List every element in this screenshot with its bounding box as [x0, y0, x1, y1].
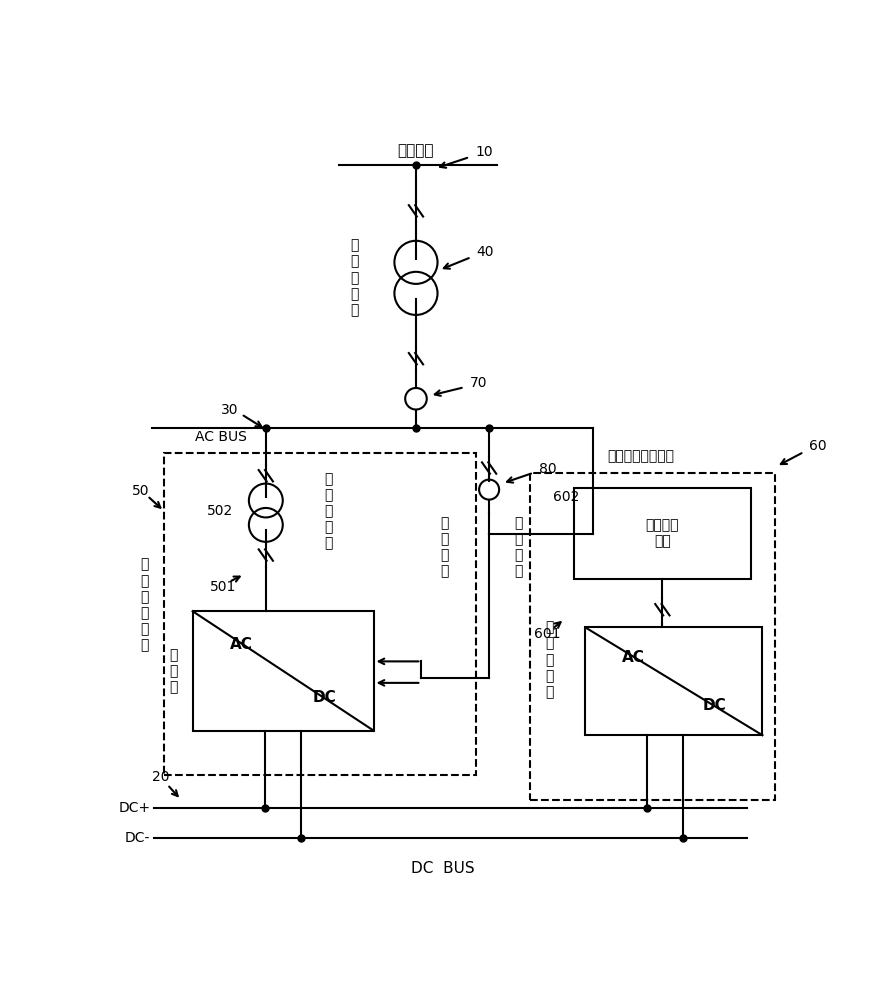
Text: 60: 60	[809, 439, 827, 453]
Text: 双
向
变
流
器: 双 向 变 流 器	[545, 620, 553, 699]
Text: AC BUS: AC BUS	[195, 430, 246, 444]
Text: 601: 601	[533, 627, 560, 641]
Text: DC  BUS: DC BUS	[411, 861, 474, 876]
Text: 30: 30	[221, 403, 239, 417]
Text: 502: 502	[206, 504, 232, 518]
Text: 602: 602	[553, 490, 580, 504]
Text: AC: AC	[622, 650, 645, 665]
Text: DC+: DC+	[118, 801, 150, 815]
Text: 70: 70	[470, 376, 488, 390]
Bar	[585, 627, 762, 735]
Text: DC: DC	[702, 698, 726, 713]
Text: 飞轮储能
单元: 飞轮储能 单元	[645, 518, 679, 549]
Text: 第
二
变
压
器: 第 二 变 压 器	[324, 472, 333, 551]
Text: 飞轮储能回馈模块: 飞轮储能回馈模块	[607, 449, 674, 463]
Text: 80: 80	[539, 462, 557, 476]
Text: 10: 10	[475, 145, 493, 159]
Text: 50: 50	[132, 484, 149, 498]
Text: 第
一
变
压
器: 第 一 变 压 器	[350, 238, 359, 317]
Text: 501: 501	[210, 580, 237, 594]
Bar	[164, 453, 476, 775]
Text: 三
相
电
流: 三 相 电 流	[514, 516, 523, 579]
Text: DC: DC	[313, 690, 337, 705]
Text: AC: AC	[230, 637, 253, 652]
Bar	[193, 611, 374, 731]
Text: 上级电网: 上级电网	[397, 143, 434, 158]
Text: 逆
变
回
馈
模
块: 逆 变 回 馈 模 块	[140, 558, 148, 653]
Bar	[530, 473, 774, 800]
Text: 逆
变
器: 逆 变 器	[169, 648, 178, 694]
Bar	[574, 488, 751, 579]
Text: 40: 40	[477, 245, 495, 259]
Text: DC-: DC-	[125, 831, 150, 845]
Text: 三
相
电
压: 三 相 电 压	[440, 516, 449, 579]
Text: 20: 20	[152, 770, 169, 784]
